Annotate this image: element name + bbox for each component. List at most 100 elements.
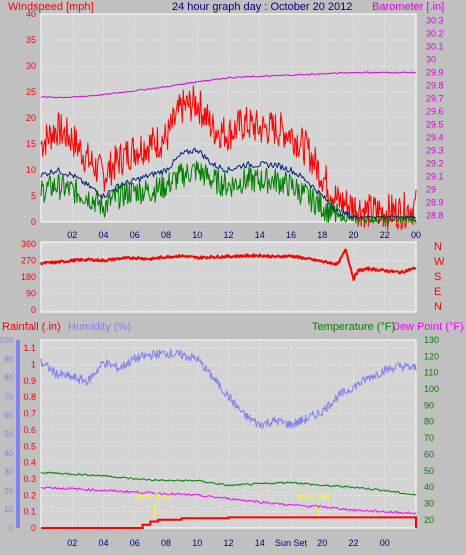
rain-y-tick-label: 0.2	[23, 490, 36, 500]
baro-y-tick-label: 29.9	[426, 68, 444, 78]
temp-y-tick-label: 70	[424, 433, 434, 443]
temp-y-tick-label: 20	[424, 515, 434, 525]
sunrise-annotation: Sun Rise	[136, 492, 173, 502]
rain-y-tick-label: 0.7	[23, 409, 36, 419]
humidity-y-tick-label: 70	[4, 392, 13, 401]
temp-y-tick-label: 60	[424, 449, 434, 459]
average-series-line	[40, 147, 417, 220]
temp-y-tick-label: 130	[424, 335, 439, 345]
barometer-series-line	[40, 71, 416, 99]
wind-y-tick-label: 40	[26, 9, 36, 19]
rain-x-tick-label: 20	[317, 538, 327, 548]
compass-label: S	[434, 271, 441, 283]
wind-x-tick-label: 22	[380, 230, 390, 240]
wind-y-tick-label: 15	[26, 139, 36, 149]
wind-y-tick-label: 5	[31, 191, 36, 201]
humidity-y-tick-label: 0	[9, 524, 14, 533]
rain-y-tick-label: 0.9	[23, 376, 36, 386]
humidity-y-tick-label: 90	[4, 355, 13, 364]
baro-y-tick-label: 30.3	[426, 16, 444, 26]
wind-x-tick-label: 18	[317, 230, 327, 240]
humidity-axis-title: Humidity (%)	[68, 321, 131, 333]
direction-series-line	[40, 248, 417, 281]
compass-label: W	[434, 256, 445, 268]
wind-x-tick-label: 06	[130, 230, 140, 240]
baro-y-tick-label: 29.5	[426, 120, 444, 130]
rain-y-tick-label: 0.8	[23, 392, 36, 402]
wind-x-tick-label: 14	[255, 230, 265, 240]
wind-x-tick-label: 16	[286, 230, 296, 240]
rain-x-tick-label: 04	[98, 538, 108, 548]
rain-y-tick-label: 1	[31, 360, 36, 370]
graph-title: 24 hour graph day : October 20 2012	[172, 1, 352, 13]
rain-x-tick-label: 12	[223, 538, 233, 548]
baro-y-tick-label: 28.9	[426, 198, 444, 208]
rain-y-tick-label: 0.1	[23, 507, 36, 517]
temperature-series-line	[40, 471, 417, 496]
rain-x-tick-label: 06	[130, 538, 140, 548]
humidity-y-tick-label: 20	[4, 486, 13, 495]
baro-y-tick-label: 30.2	[426, 29, 444, 39]
humidity-y-tick-label: 50	[4, 430, 13, 439]
baro-y-tick-label: 29.8	[426, 81, 444, 91]
temp-y-tick-label: 30	[424, 498, 434, 508]
rain-y-tick-label: 0	[31, 523, 36, 533]
rain-y-tick-label: 1.1	[23, 343, 36, 353]
wind-y-tick-label: 25	[26, 87, 36, 97]
compass-label: N	[434, 301, 442, 313]
baro-y-tick-label: 29.3	[426, 146, 444, 156]
humidity-y-tick-label: 60	[4, 411, 13, 420]
rainfall-axis-title: Rainfall (.in)	[2, 321, 61, 333]
humidity-y-tick-label: 30	[4, 468, 13, 477]
temp-y-tick-label: 100	[424, 384, 439, 394]
wind-y-tick-label: 10	[26, 165, 36, 175]
baro-y-tick-label: 30	[426, 55, 436, 65]
barometer-axis-title: Barometer [.in]	[372, 1, 444, 13]
rain-series-line	[41, 516, 417, 529]
humidity-y-tick-label: 40	[4, 449, 13, 458]
dir-y-tick-label: 270	[21, 256, 36, 266]
humidity-y-tick-label: 10	[4, 505, 13, 514]
temp-y-tick-label: 40	[424, 482, 434, 492]
speed-series-line	[40, 160, 417, 224]
series-lines	[40, 71, 417, 529]
windspeed-axis-title: Windspeed [mph]	[8, 1, 94, 13]
temp-y-tick-label: 110	[424, 368, 438, 378]
rain-y-tick-label: 0.5	[23, 441, 36, 451]
compass-label: N	[434, 241, 442, 253]
baro-y-tick-label: 29.1	[426, 172, 444, 182]
humidity-series-line	[40, 349, 417, 429]
humidity-axis-bar	[16, 340, 20, 528]
dir-y-tick-label: 0	[31, 305, 36, 315]
grid-and-ticks: 051015202530354028.828.92929.129.229.329…	[0, 9, 445, 548]
temp-y-tick-label: 80	[424, 417, 434, 427]
rain-x-tick-label: Sun Set	[275, 538, 308, 548]
rain-y-tick-label: 0.4	[23, 458, 36, 468]
dir-y-tick-label: 360	[21, 239, 36, 249]
rain-x-tick-label: 22	[348, 538, 358, 548]
baro-y-tick-label: 29	[426, 185, 436, 195]
compass-label: E	[434, 286, 441, 298]
rain-x-tick-label: 14	[255, 538, 265, 548]
wind-x-tick-label: 02	[67, 230, 77, 240]
humidity-y-tick-label: 80	[4, 374, 13, 383]
baro-y-tick-label: 29.2	[426, 159, 444, 169]
wind-x-tick-label: 20	[348, 230, 358, 240]
sunset-annotation: Sun Set	[298, 492, 331, 502]
wind-y-tick-label: 20	[26, 113, 36, 123]
wind-x-tick-label: 12	[223, 230, 233, 240]
dir-y-tick-label: 90	[26, 289, 36, 299]
wind-x-tick-label: 08	[161, 230, 171, 240]
dewpoint-axis-title: Dew Point (°F)	[392, 321, 464, 333]
wind-y-tick-label: 35	[26, 35, 36, 45]
dewpoint-series-line	[40, 486, 417, 515]
rain-y-tick-label: 0.6	[23, 425, 36, 435]
wind-y-tick-label: 30	[26, 61, 36, 71]
baro-y-tick-label: 29.6	[426, 107, 444, 117]
humidity-y-tick-label: 100	[0, 336, 14, 345]
rain-x-tick-label: 00	[380, 538, 390, 548]
temp-y-tick-label: 50	[424, 466, 434, 476]
temp-y-tick-label: 90	[424, 400, 434, 410]
wind-y-tick-label: 0	[31, 217, 36, 227]
